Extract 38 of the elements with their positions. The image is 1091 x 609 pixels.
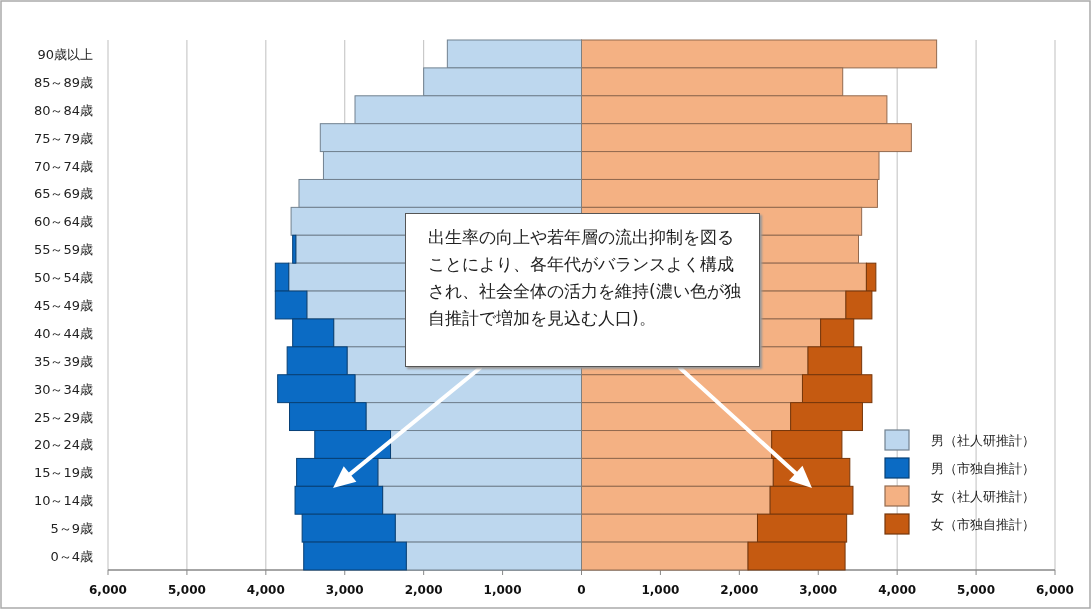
y-tick-label: 5～9歳 — [50, 521, 93, 537]
x-tick-label: 2,000 — [404, 583, 443, 597]
y-tick-label: 40～44歳 — [33, 325, 93, 341]
legend-label: 女（社人研推計） — [931, 489, 1035, 504]
y-tick-label: 20～24歳 — [33, 437, 93, 453]
y-tick-label: 10～14歳 — [33, 493, 93, 509]
legend-label: 男（社人研推計） — [931, 433, 1035, 448]
y-tick-label: 85～89歳 — [33, 74, 93, 90]
x-tick-label: 3,000 — [325, 583, 364, 597]
y-tick-label: 50～54歳 — [33, 270, 93, 286]
x-tick-label: 5,000 — [167, 583, 206, 597]
x-tick-label: 4,000 — [878, 583, 917, 597]
y-tick-label: 70～74歳 — [33, 158, 93, 174]
legend-label: 男（市独自推計） — [931, 461, 1035, 476]
x-tick-label: 5,000 — [957, 583, 996, 597]
y-tick-label: 0～4歳 — [50, 549, 93, 565]
y-tick-label: 25～29歳 — [33, 409, 93, 425]
x-tick-label: 6,000 — [1036, 583, 1074, 597]
x-tick-label: 2,000 — [720, 583, 759, 597]
x-tick-label: 4,000 — [246, 583, 285, 597]
y-tick-label: 60～64歳 — [33, 214, 93, 230]
y-tick-label: 75～79歳 — [33, 130, 93, 146]
y-tick-label: 30～34歳 — [33, 381, 93, 397]
y-tick-label: 65～69歳 — [33, 186, 93, 202]
x-tick-label: 0 — [577, 583, 586, 597]
y-tick-label: 35～39歳 — [33, 353, 93, 369]
y-tick-label: 55～59歳 — [33, 242, 93, 258]
legend-label: 女（市独自推計） — [931, 517, 1035, 532]
y-tick-label: 15～19歳 — [33, 465, 93, 481]
y-tick-label: 80～84歳 — [33, 102, 93, 118]
annotation: 出生率の向上や若年層の流出抑制を図ることにより、各年代がバランスよく構成され、社会全体の活力を維持(濃い色が独自推計で増加を見込む人口)。 — [405, 213, 760, 367]
x-tick-label: 3,000 — [799, 583, 838, 597]
x-tick-label: 1,000 — [483, 583, 522, 597]
y-tick-label: 45～49歳 — [33, 298, 93, 313]
y-tick-label: 90歳以上 — [37, 46, 93, 62]
x-tick-label: 6,000 — [89, 583, 127, 597]
bar — [292, 234, 297, 264]
x-tick-label: 1,000 — [641, 583, 680, 597]
